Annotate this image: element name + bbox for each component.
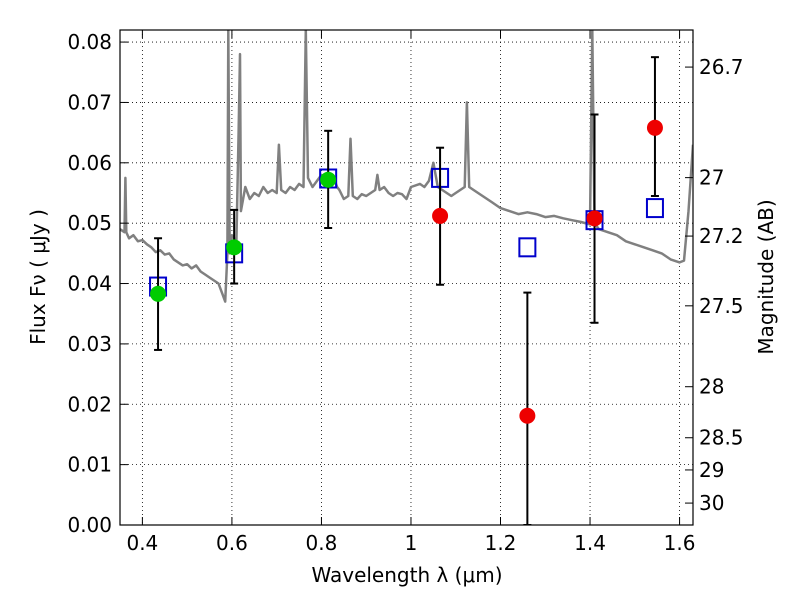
y-tick-label: 0.07 bbox=[67, 90, 112, 114]
x-tick-label: 1 bbox=[405, 531, 418, 555]
grid bbox=[120, 30, 693, 526]
y-tick-label: 0.00 bbox=[67, 513, 112, 537]
right-tick-label: 30 bbox=[699, 491, 724, 515]
y-tick-label: 0.03 bbox=[67, 332, 112, 356]
observed-point bbox=[586, 210, 603, 227]
y-axis-label: Flux Fν ( μJy ) bbox=[26, 209, 50, 345]
y-tick-label: 0.06 bbox=[67, 151, 112, 175]
plot-area bbox=[120, 30, 693, 525]
x-axis-label: Wavelength λ (μm) bbox=[311, 563, 502, 587]
y-tick-label: 0.08 bbox=[67, 30, 112, 54]
y-tick-label: 0.02 bbox=[67, 392, 112, 416]
x-tick-label: 0.4 bbox=[126, 531, 158, 555]
right-tick-label: 27 bbox=[699, 166, 724, 190]
observed-point bbox=[150, 285, 167, 302]
y-tick-label: 0.01 bbox=[67, 453, 112, 477]
model-photometry-square bbox=[518, 237, 537, 258]
y-tick-label: 0.04 bbox=[67, 272, 112, 296]
right-tick-label: 26.7 bbox=[699, 55, 744, 79]
observed-point bbox=[646, 119, 663, 136]
right-tick-label: 27.2 bbox=[699, 224, 744, 248]
observed-point bbox=[320, 171, 337, 188]
clipped-series bbox=[120, 30, 693, 525]
x-tick-label: 1.4 bbox=[574, 531, 606, 555]
right-tick-label: 28 bbox=[699, 375, 724, 399]
observed-point bbox=[519, 407, 536, 424]
right-tick-label: 28.5 bbox=[699, 426, 744, 450]
y-tick-label: 0.05 bbox=[67, 211, 112, 235]
axes: 0.4 0.6 0.8 1 1.2 1.4 1.6 0.00 0.01 0.02 0.03 0.04 0… bbox=[67, 29, 744, 555]
x-tick-label: 1.2 bbox=[485, 531, 517, 555]
observed-point bbox=[226, 239, 243, 256]
model-photometry-square bbox=[645, 198, 664, 219]
x-tick-label: 0.6 bbox=[216, 531, 248, 555]
right-axis-label: Magnitude (AB) bbox=[754, 199, 778, 354]
x-tick-label: 0.8 bbox=[306, 531, 338, 555]
observed-point bbox=[432, 207, 449, 224]
model-spectrum-line bbox=[120, 30, 693, 303]
right-tick-label: 29 bbox=[699, 458, 724, 482]
x-tick-label: 1.6 bbox=[664, 531, 696, 555]
right-tick-label: 27.5 bbox=[699, 294, 744, 318]
plot-frame bbox=[119, 29, 694, 526]
